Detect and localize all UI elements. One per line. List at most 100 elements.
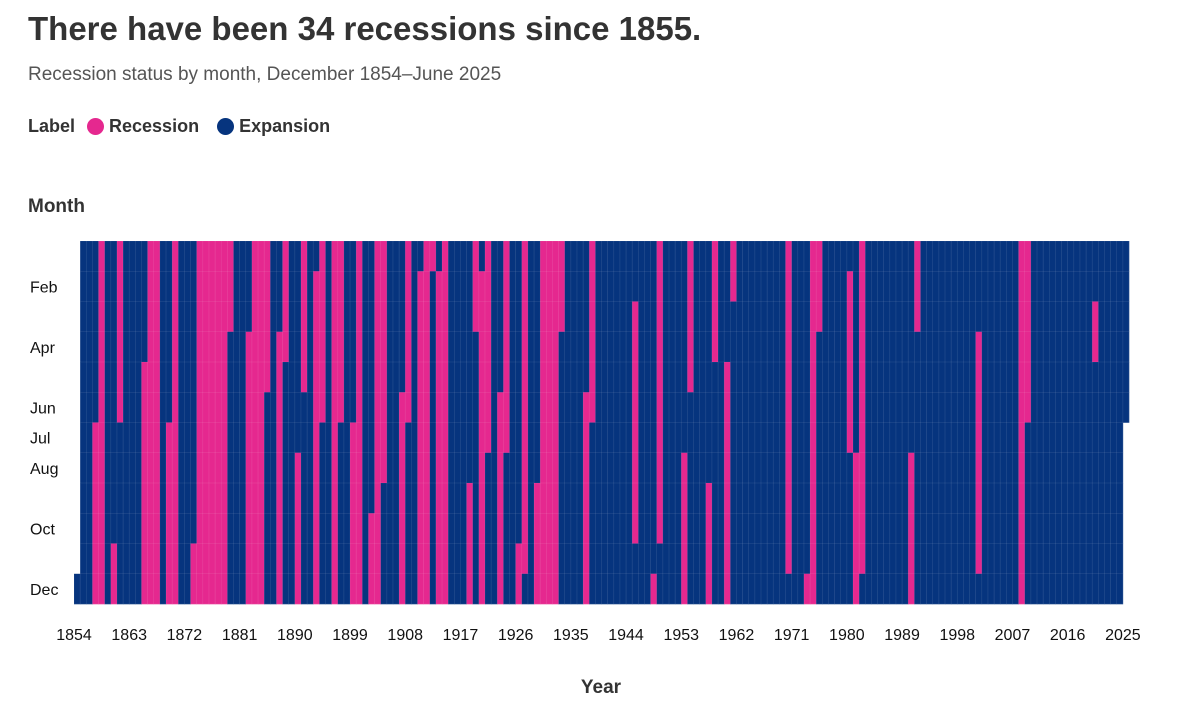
- heatmap-cell: [129, 483, 136, 514]
- heatmap-cell: [1049, 452, 1056, 484]
- heatmap-cell: [319, 573, 326, 605]
- heatmap-cell: [883, 271, 891, 302]
- heatmap-cell: [1030, 271, 1038, 302]
- heatmap-cell: [902, 241, 909, 272]
- heatmap-cell: [589, 392, 596, 423]
- heatmap-cell: [337, 543, 345, 575]
- heatmap-cell: [638, 392, 645, 423]
- heatmap-cell: [926, 301, 934, 333]
- heatmap-cell: [834, 301, 842, 333]
- heatmap-cell: [803, 543, 811, 575]
- heatmap-cell: [846, 543, 854, 575]
- heatmap-cell: [920, 271, 927, 302]
- heatmap-cell: [92, 513, 99, 544]
- heatmap-cell: [975, 543, 983, 575]
- x-tick-label: 1935: [553, 627, 589, 644]
- heatmap-cell: [270, 271, 277, 302]
- heatmap-cell: [656, 241, 664, 272]
- heatmap-cell: [877, 392, 884, 423]
- heatmap-cell: [270, 483, 277, 514]
- heatmap-cell: [711, 573, 719, 605]
- heatmap-cell: [558, 331, 565, 363]
- heatmap-cell: [969, 331, 976, 363]
- heatmap-cell: [846, 513, 854, 544]
- heatmap-cell: [123, 422, 130, 454]
- x-tick-label: 1854: [56, 627, 92, 644]
- heatmap-cell: [313, 241, 320, 272]
- heatmap-cell: [650, 392, 657, 423]
- heatmap-cell: [392, 483, 400, 514]
- heatmap-cell: [1055, 331, 1062, 363]
- heatmap-cell: [110, 513, 118, 544]
- heatmap-cell: [822, 483, 829, 514]
- heatmap-cell: [184, 483, 191, 514]
- legend-item-expansion[interactable]: Expansion: [217, 116, 330, 137]
- heatmap-cell: [300, 452, 308, 484]
- heatmap-cell: [656, 392, 664, 423]
- heatmap-cell: [1110, 513, 1118, 544]
- heatmap-cell: [797, 271, 805, 302]
- heatmap-cell: [337, 331, 345, 363]
- heatmap-cell: [785, 392, 792, 423]
- heatmap-cell: [705, 392, 713, 423]
- heatmap-cell: [914, 331, 921, 363]
- heatmap-cell: [938, 241, 946, 272]
- heatmap-cell: [552, 513, 559, 544]
- heatmap-cell: [343, 362, 351, 393]
- heatmap-cell: [123, 392, 130, 423]
- heatmap-cell: [644, 362, 651, 393]
- heatmap-cell: [681, 362, 688, 393]
- heatmap-cell: [233, 241, 240, 272]
- heatmap-cell: [1116, 271, 1124, 302]
- legend-item-recession[interactable]: Recession: [87, 116, 199, 137]
- heatmap-cell: [1067, 301, 1075, 333]
- heatmap-cell: [196, 452, 204, 484]
- heatmap-cell: [251, 331, 259, 363]
- heatmap-cell: [1098, 392, 1105, 423]
- heatmap-cell: [319, 392, 326, 423]
- heatmap-cell: [699, 392, 707, 423]
- heatmap-cell: [110, 241, 118, 272]
- heatmap-cell: [92, 241, 99, 272]
- heatmap-cell: [595, 241, 602, 272]
- heatmap-cell: [656, 331, 664, 363]
- heatmap-cell: [129, 573, 136, 605]
- heatmap-cell: [932, 362, 940, 393]
- heatmap-cell: [619, 452, 627, 484]
- heatmap-cell: [429, 362, 437, 393]
- heatmap-cell: [466, 452, 473, 484]
- heatmap-cell: [779, 362, 786, 393]
- heatmap-cell: [251, 392, 259, 423]
- heatmap-cell: [675, 543, 682, 575]
- heatmap-cell: [846, 452, 854, 484]
- heatmap-cell: [307, 301, 314, 333]
- heatmap-cell: [1067, 452, 1075, 484]
- heatmap-cell: [325, 513, 332, 544]
- heatmap-cell: [460, 301, 467, 333]
- heatmap-cell: [1018, 392, 1026, 423]
- heatmap-cell: [902, 422, 909, 454]
- heatmap-cell: [300, 573, 308, 605]
- heatmap-cell: [343, 301, 351, 333]
- heatmap-cell: [435, 392, 443, 423]
- x-axis-ticks: 1854 1863 1872 1881 1890 1899 1908 1917 1926 1935…: [56, 627, 1141, 644]
- heatmap-cell: [251, 271, 259, 302]
- heatmap-cell: [386, 271, 394, 302]
- heatmap-cell: [840, 573, 848, 605]
- heatmap-cell: [932, 241, 940, 272]
- heatmap-cell: [619, 422, 627, 454]
- heatmap-cell: [521, 513, 529, 544]
- heatmap-cell: [546, 543, 553, 575]
- heatmap-cell: [791, 271, 799, 302]
- heatmap-cell: [650, 331, 657, 363]
- heatmap-cell: [1116, 301, 1124, 333]
- heatmap-cell: [1098, 573, 1105, 605]
- heatmap-cell: [540, 392, 547, 423]
- heatmap-cell: [1012, 362, 1019, 393]
- heatmap-cell: [883, 362, 891, 393]
- heatmap-cell: [325, 543, 332, 575]
- heatmap-cell: [619, 573, 627, 605]
- heatmap-cell: [583, 452, 590, 484]
- heatmap-cell: [405, 331, 412, 363]
- heatmap-cell: [619, 271, 627, 302]
